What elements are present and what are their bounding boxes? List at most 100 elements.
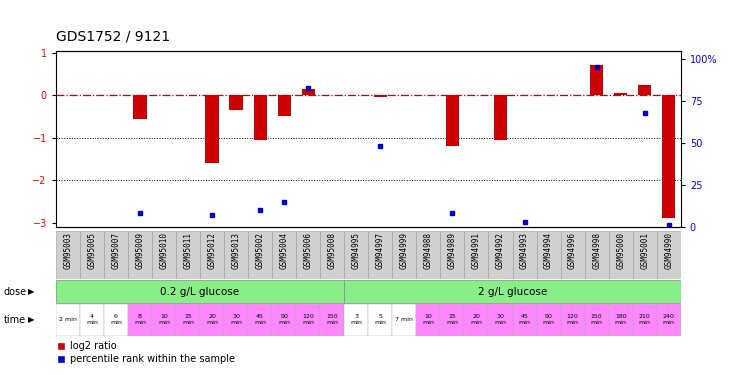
Text: ▶: ▶ (28, 315, 35, 324)
Bar (536, 231, 560, 279)
Bar (278, 95, 291, 117)
Bar (638, 85, 651, 95)
Bar (205, 95, 219, 163)
Text: GSM95013: GSM95013 (231, 232, 240, 269)
Bar (224, 231, 248, 279)
Text: 2 min: 2 min (59, 317, 77, 322)
Bar (368, 231, 392, 279)
Bar (200, 304, 224, 336)
Bar (392, 304, 417, 336)
Text: GSM94995: GSM94995 (352, 232, 361, 269)
Text: GDS1752 / 9121: GDS1752 / 9121 (56, 29, 170, 43)
Text: GSM94991: GSM94991 (472, 232, 481, 269)
Text: 120
min: 120 min (567, 314, 579, 325)
Bar (254, 95, 267, 140)
Bar (56, 304, 80, 336)
Text: GSM94993: GSM94993 (520, 232, 529, 269)
Text: 10
min: 10 min (423, 314, 434, 325)
Bar (368, 304, 392, 336)
Bar (248, 304, 272, 336)
Text: GSM94998: GSM94998 (592, 232, 601, 269)
Text: 10
min: 10 min (158, 314, 170, 325)
Bar (104, 304, 128, 336)
Bar (344, 280, 681, 303)
Bar (296, 304, 320, 336)
Bar (152, 231, 176, 279)
Bar (104, 231, 128, 279)
Text: 4
min: 4 min (86, 314, 97, 325)
Text: GSM94988: GSM94988 (424, 232, 433, 269)
Text: 20
min: 20 min (470, 314, 482, 325)
Bar (176, 304, 200, 336)
Bar (224, 304, 248, 336)
Bar (417, 231, 440, 279)
Bar (494, 95, 507, 140)
Text: 90
min: 90 min (278, 314, 290, 325)
Bar (614, 93, 627, 95)
Bar (56, 280, 344, 303)
Text: 240
min: 240 min (663, 314, 675, 325)
Text: 120
min: 120 min (302, 314, 314, 325)
Text: 45
min: 45 min (519, 314, 530, 325)
Legend: log2 ratio, percentile rank within the sample: log2 ratio, percentile rank within the s… (54, 338, 239, 368)
Text: GSM94992: GSM94992 (496, 232, 505, 269)
Text: 15
min: 15 min (182, 314, 194, 325)
Text: 6
min: 6 min (110, 314, 122, 325)
Text: GSM94990: GSM94990 (664, 232, 673, 269)
Text: 150
min: 150 min (591, 314, 603, 325)
Bar (176, 231, 200, 279)
Text: GSM95009: GSM95009 (135, 232, 144, 269)
Text: 30
min: 30 min (495, 314, 507, 325)
Bar (440, 304, 464, 336)
Text: GSM94989: GSM94989 (448, 232, 457, 269)
Text: 45
min: 45 min (254, 314, 266, 325)
Bar (133, 95, 147, 118)
Bar (536, 304, 560, 336)
Bar (128, 304, 152, 336)
Text: dose: dose (4, 286, 27, 297)
Bar (80, 231, 104, 279)
Bar (229, 95, 243, 110)
Text: GSM95011: GSM95011 (184, 232, 193, 269)
Bar (657, 231, 681, 279)
Text: 150
min: 150 min (327, 314, 339, 325)
Bar (56, 231, 80, 279)
Bar (272, 231, 296, 279)
Bar (632, 231, 657, 279)
Text: GSM95010: GSM95010 (159, 232, 168, 269)
Text: time: time (4, 315, 26, 325)
Bar (296, 231, 320, 279)
Bar (446, 95, 459, 146)
Text: GSM95006: GSM95006 (304, 232, 312, 269)
Bar (344, 304, 368, 336)
Bar (609, 231, 632, 279)
Bar (344, 231, 368, 279)
Text: GSM95000: GSM95000 (616, 232, 625, 269)
Bar (513, 231, 536, 279)
Text: 3
min: 3 min (350, 314, 362, 325)
Bar (464, 231, 489, 279)
Bar (585, 231, 609, 279)
Text: 210
min: 210 min (639, 314, 651, 325)
Bar (657, 304, 681, 336)
Bar (513, 304, 536, 336)
Bar (320, 304, 344, 336)
Text: 180
min: 180 min (615, 314, 626, 325)
Text: 5
min: 5 min (374, 314, 386, 325)
Text: GSM95001: GSM95001 (640, 232, 650, 269)
Bar (662, 95, 676, 218)
Bar (489, 231, 513, 279)
Bar (632, 304, 657, 336)
Text: GSM95002: GSM95002 (256, 232, 265, 269)
Text: 8
min: 8 min (134, 314, 146, 325)
Text: 15
min: 15 min (446, 314, 458, 325)
Text: 2 g/L glucose: 2 g/L glucose (478, 286, 547, 297)
Text: GSM95005: GSM95005 (87, 232, 97, 269)
Text: ▶: ▶ (28, 287, 35, 296)
Text: 30
min: 30 min (230, 314, 242, 325)
Text: GSM95012: GSM95012 (208, 232, 217, 269)
Text: 0.2 g/L glucose: 0.2 g/L glucose (161, 286, 240, 297)
Bar (440, 231, 464, 279)
Text: GSM95008: GSM95008 (327, 232, 337, 269)
Text: 90
min: 90 min (542, 314, 554, 325)
